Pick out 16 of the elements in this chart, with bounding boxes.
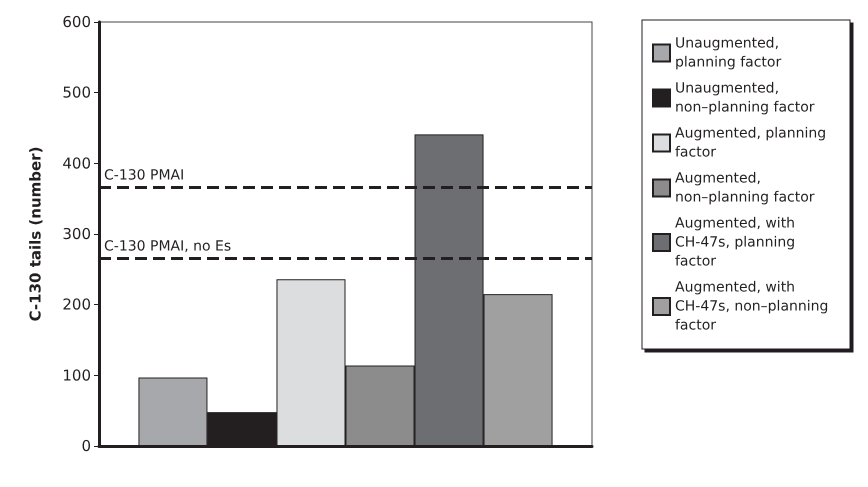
ref-line-label: C-130 PMAI [104,167,184,184]
y-tick-label: 200 [62,296,91,314]
y-axis-title: C-130 tails (number) [26,146,44,322]
legend-label: Augmented, non–planning factor [675,170,815,206]
y-tick-label: 300 [62,225,91,243]
legend-label: Unaugmented, non–planning factor [675,80,815,116]
y-tick-label: 100 [62,366,91,384]
legend-label: Augmented, planning factor [675,126,831,160]
legend-label: Augmented, with CH-47s, non–planning factor [675,280,833,334]
legend-label: Unaugmented, planning factor [675,36,784,70]
y-tick-label: 400 [62,154,91,172]
ref-line-label: C-130 PMAI, no Es [104,238,232,255]
y-tick-label: 500 [62,84,91,102]
y-tick-label: 600 [62,13,91,31]
y-tick-label: 0 [81,437,91,455]
legend-label: Augmented, with CH-47s, planning factor [675,216,800,270]
